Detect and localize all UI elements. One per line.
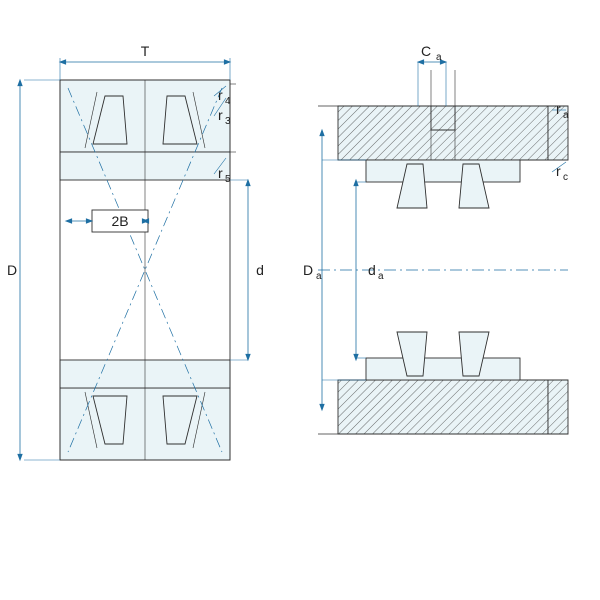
svg-text:4: 4 bbox=[225, 96, 231, 107]
svg-text:T: T bbox=[141, 43, 150, 59]
svg-text:a: a bbox=[563, 110, 569, 121]
svg-text:a: a bbox=[378, 271, 384, 282]
svg-text:d: d bbox=[256, 262, 264, 278]
svg-text:r: r bbox=[218, 107, 223, 123]
svg-text:c: c bbox=[563, 172, 568, 183]
svg-text:C: C bbox=[421, 43, 431, 59]
svg-text:a: a bbox=[436, 52, 442, 63]
svg-text:r: r bbox=[556, 163, 561, 179]
svg-text:d: d bbox=[368, 262, 376, 278]
svg-text:3: 3 bbox=[225, 116, 231, 127]
svg-text:r: r bbox=[218, 87, 223, 103]
svg-text:a: a bbox=[316, 271, 322, 282]
svg-text:r: r bbox=[218, 165, 223, 181]
svg-text:2B: 2B bbox=[111, 213, 128, 229]
svg-text:5: 5 bbox=[225, 174, 231, 185]
svg-text:r: r bbox=[556, 101, 561, 117]
svg-text:D: D bbox=[303, 262, 313, 278]
svg-text:D: D bbox=[7, 262, 17, 278]
